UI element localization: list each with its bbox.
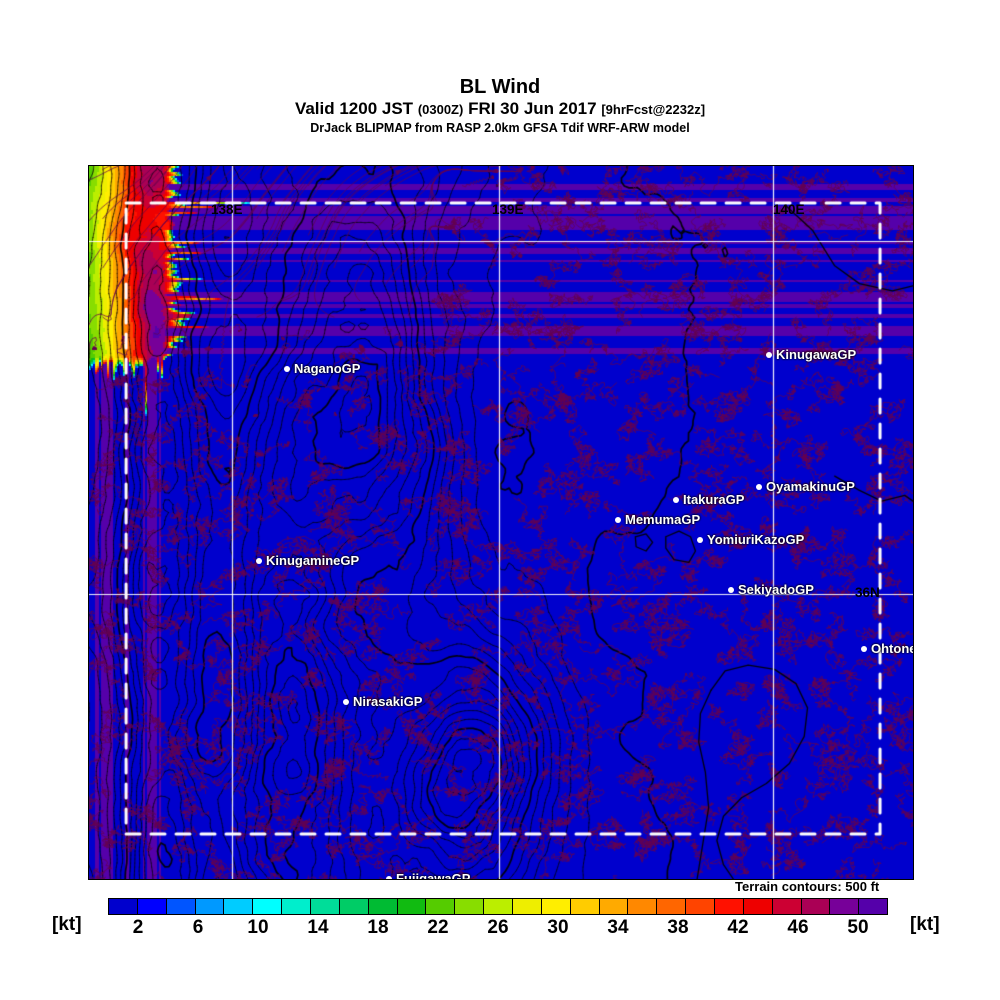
colorbar-swatch bbox=[570, 899, 600, 914]
station-label: KinugamineGP bbox=[266, 553, 360, 569]
station-dot-icon bbox=[256, 557, 262, 564]
station-dot-icon bbox=[673, 496, 679, 503]
colorbar-swatch bbox=[686, 899, 716, 914]
station-marker[interactable]: KinugawaGP bbox=[766, 346, 856, 364]
colorbar-tick-labels: 2 6 10 14 18 22 26 30 34 38 42 46 50 bbox=[108, 917, 888, 941]
station-label: NirasakiGP bbox=[353, 694, 423, 710]
colorbar-swatch bbox=[137, 899, 167, 914]
station-marker[interactable]: FujigawaGP bbox=[386, 870, 471, 880]
station-marker[interactable]: Ohtone bbox=[861, 640, 914, 658]
colorbar-tick: 42 bbox=[727, 917, 749, 938]
longitude-label: 139E bbox=[492, 202, 524, 217]
colorbar-swatch bbox=[513, 899, 542, 914]
colorbar-tick: 50 bbox=[847, 917, 869, 938]
valid-time-zulu: (0300Z) bbox=[417, 102, 464, 117]
colorbar-tick: 30 bbox=[547, 917, 569, 938]
station-marker[interactable]: OyamakinuGP bbox=[756, 478, 855, 496]
wind-field-canvas bbox=[89, 166, 913, 879]
station-dot-icon bbox=[756, 483, 762, 490]
station-dot-icon bbox=[728, 586, 734, 593]
colorbar-tick: 34 bbox=[607, 917, 629, 938]
station-label: FujigawaGP bbox=[396, 871, 471, 880]
colorbar-swatch bbox=[657, 899, 687, 914]
colorbar-swatch bbox=[715, 899, 744, 914]
valid-time-line: Valid 1200 JST (0300Z) FRI 30 Jun 2017 [… bbox=[0, 99, 1000, 120]
station-dot-icon bbox=[284, 365, 290, 372]
station-label: OyamakinuGP bbox=[766, 479, 855, 495]
station-label: YomiuriKazoGP bbox=[707, 532, 805, 548]
colorbar-swatch bbox=[166, 899, 196, 914]
colorbar-swatch bbox=[541, 899, 571, 914]
colorbar-swatch bbox=[743, 899, 773, 914]
station-label: KinugawaGP bbox=[776, 347, 857, 363]
colorbar-tick: 18 bbox=[367, 917, 389, 938]
colorbar-swatch bbox=[339, 899, 369, 914]
station-label: ItakuraGP bbox=[683, 492, 745, 508]
colorbar-swatches bbox=[108, 898, 888, 915]
page-title: BL Wind bbox=[459, 76, 541, 98]
colorbar-tick: 38 bbox=[667, 917, 689, 938]
colorbar-swatch bbox=[772, 899, 802, 914]
station-label: MemumaGP bbox=[625, 512, 701, 528]
colorbar-swatch bbox=[599, 899, 629, 914]
station-dot-icon bbox=[386, 875, 392, 879]
colorbar-swatch bbox=[311, 899, 340, 914]
colorbar-swatch bbox=[253, 899, 283, 914]
colorbar-tick: 22 bbox=[427, 917, 449, 938]
colorbar-swatch bbox=[368, 899, 398, 914]
colorbar-tick: 10 bbox=[247, 917, 269, 938]
station-dot-icon bbox=[861, 645, 867, 652]
station-marker[interactable]: NirasakiGP bbox=[343, 693, 422, 711]
colorbar-tick: 2 bbox=[132, 917, 144, 938]
colorbar-swatch bbox=[628, 899, 658, 914]
colorbar-swatch bbox=[397, 899, 427, 914]
station-dot-icon bbox=[343, 698, 349, 705]
colorbar-legend: [kt] 2 6 10 14 18 22 26 30 34 38 42 46 50 [kt] bbox=[0, 896, 1000, 946]
station-marker[interactable]: NaganoGP bbox=[284, 360, 360, 378]
colorbar-swatch bbox=[455, 899, 485, 914]
station-marker[interactable]: KinugamineGP bbox=[256, 552, 359, 570]
station-label: Ohtone bbox=[871, 641, 914, 657]
station-label: NaganoGP bbox=[294, 361, 361, 377]
colorbar-swatch bbox=[224, 899, 254, 914]
colorbar-swatch bbox=[282, 899, 312, 914]
colorbar-tick: 46 bbox=[787, 917, 809, 938]
terrain-contour-note: Terrain contours: 500 ft bbox=[735, 879, 880, 894]
map-annotation-layer: 37N36N36N138E139E140E138E139ENaganoGPKin… bbox=[89, 166, 913, 879]
weather-map[interactable]: 37N36N36N138E139E140E138E139ENaganoGPKin… bbox=[88, 165, 914, 880]
title-block: BL Wind Valid 1200 JST (0300Z) FRI 30 Ju… bbox=[0, 76, 1000, 136]
station-marker[interactable]: ItakuraGP bbox=[673, 491, 744, 509]
valid-date: FRI 30 Jun 2017 bbox=[468, 99, 597, 118]
colorbar-swatch bbox=[426, 899, 456, 914]
latitude-label: 36N bbox=[855, 585, 880, 600]
colorbar-tick: 6 bbox=[192, 917, 204, 938]
colorbar-swatch bbox=[484, 899, 514, 914]
colorbar-swatch bbox=[859, 899, 888, 914]
colorbar-swatch bbox=[109, 899, 138, 914]
station-marker[interactable]: MemumaGP bbox=[615, 511, 700, 529]
colorbar-swatch bbox=[801, 899, 831, 914]
model-description: DrJack BLIPMAP from RASP 2.0km GFSA Tdif… bbox=[310, 121, 690, 135]
station-label: SekiyadoGP bbox=[738, 582, 814, 598]
longitude-label: 138E bbox=[211, 202, 243, 217]
colorbar-unit-left: [kt] bbox=[52, 914, 82, 935]
colorbar-swatch bbox=[195, 899, 225, 914]
longitude-label: 140E bbox=[773, 202, 805, 217]
station-dot-icon bbox=[697, 536, 703, 543]
colorbar-tick: 26 bbox=[487, 917, 509, 938]
forecast-tag: [9hrFcst@2232z] bbox=[601, 102, 706, 117]
station-marker[interactable]: SekiyadoGP bbox=[728, 581, 814, 599]
valid-time-prefix: Valid 1200 JST bbox=[294, 99, 414, 118]
colorbar-tick: 14 bbox=[307, 917, 329, 938]
station-dot-icon bbox=[615, 516, 621, 523]
colorbar-swatch bbox=[830, 899, 860, 914]
station-dot-icon bbox=[766, 351, 772, 358]
colorbar-unit-right: [kt] bbox=[910, 914, 940, 935]
station-marker[interactable]: YomiuriKazoGP bbox=[697, 531, 804, 549]
